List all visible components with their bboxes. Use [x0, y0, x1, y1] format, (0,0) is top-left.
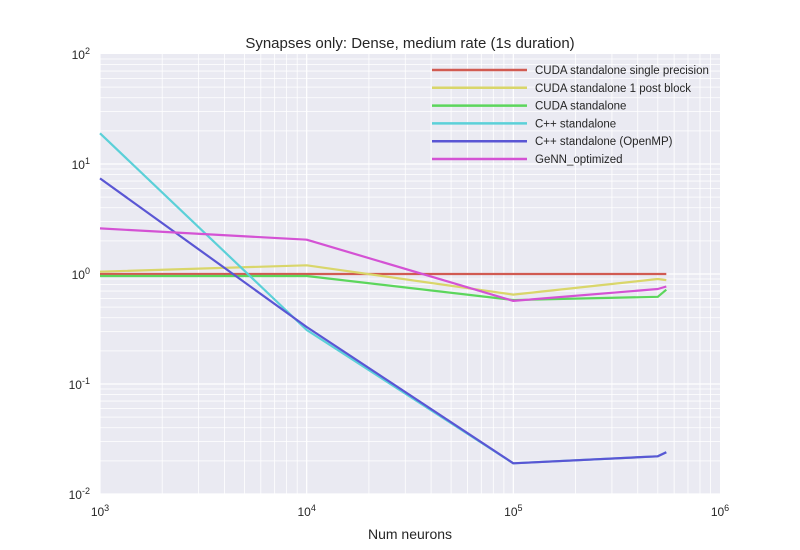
series-line-5 [99, 177, 667, 465]
chart-title: Synapses only: Dense, medium rate (1s du… [245, 35, 574, 52]
legend-entry-2: CUDA standalone 1 post block [535, 83, 691, 95]
legend: CUDA standalone single precision CUDA sta… [432, 65, 709, 166]
x-axis-label: Num neurons [368, 526, 452, 542]
y-tick-label-4: 101 [72, 156, 90, 172]
y-tick-label-3: 100 [72, 266, 90, 282]
legend-entry-3: CUDA standalone [535, 101, 626, 113]
legend-entry-4: C++ standalone [535, 118, 616, 130]
x-tick-labels: 103 104 105 106 [91, 503, 729, 519]
y-tick-label-1: 10-2 [69, 486, 90, 502]
series-lines [99, 132, 668, 465]
series-line-6 [99, 227, 667, 302]
y-tick-label-5: 102 [72, 46, 90, 62]
y-tick-labels: 10-2 10-1 100 101 102 [69, 46, 90, 502]
legend-entry-1: CUDA standalone single precision [535, 65, 709, 77]
legend-entry-6: GeNN_optimized [535, 154, 623, 166]
x-tick-label-3: 105 [504, 503, 522, 519]
y-tick-label-2: 10-1 [69, 376, 90, 392]
series-line-2 [99, 264, 667, 296]
x-tick-label-2: 104 [297, 503, 315, 519]
x-tick-label-1: 103 [91, 503, 109, 519]
x-tick-label-4: 106 [711, 503, 729, 519]
legend-entry-5: C++ standalone (OpenMP) [535, 136, 673, 148]
